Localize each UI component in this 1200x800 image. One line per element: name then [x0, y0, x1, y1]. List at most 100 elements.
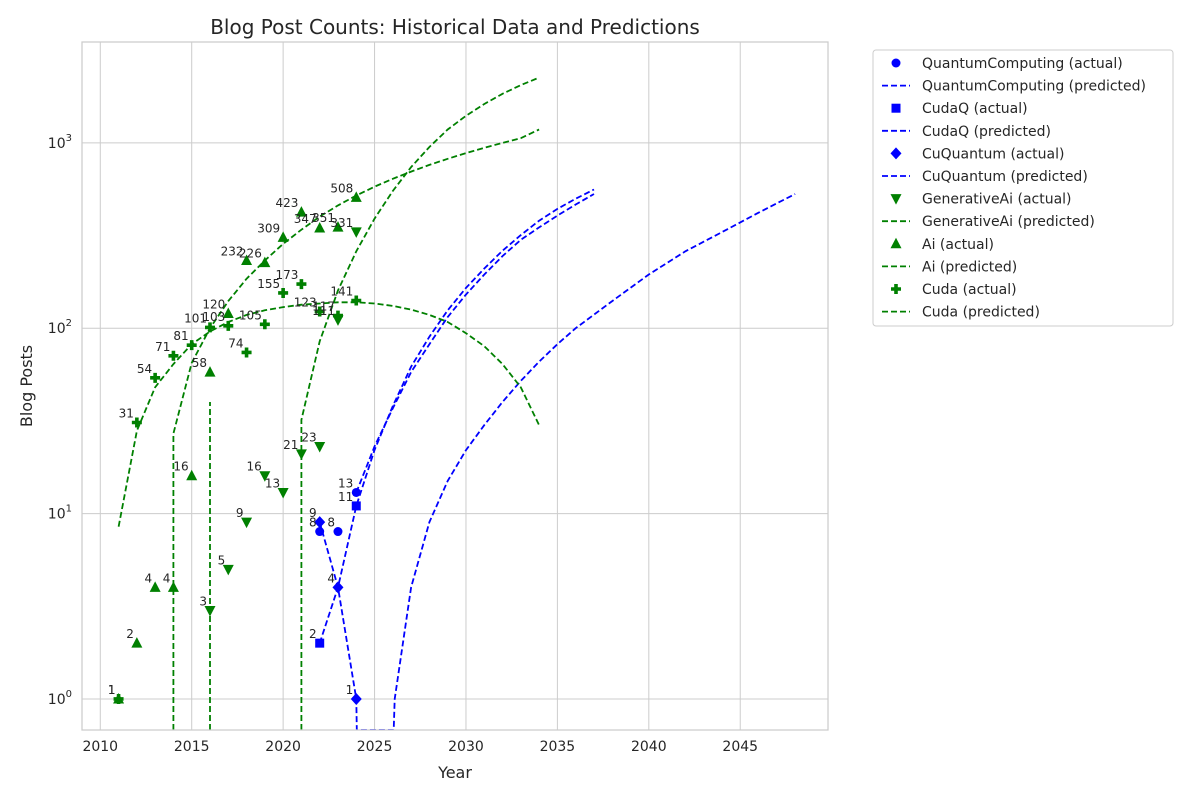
data-points [113, 191, 362, 705]
x-axis: 2010 2015 2020 2025 2030 2035 2040 2045 [82, 739, 758, 755]
cuda-point [204, 322, 215, 333]
cudaq-point [315, 638, 325, 648]
x-tick-label: 2045 [722, 739, 758, 755]
quantumcomputing-point [351, 487, 361, 497]
generativeai-legend-actual: GenerativeAi (actual) [922, 192, 1072, 208]
cuda-point-label: 155 [257, 277, 280, 291]
ai-legend-marker [890, 237, 902, 249]
ai-predicted-line [172, 128, 540, 730]
generativeai-point [259, 471, 271, 482]
generativeai-point-label: 331 [330, 216, 353, 230]
cuda-point-label: 1 [108, 683, 116, 697]
x-tick-label: 2020 [265, 739, 301, 755]
generativeai-point [222, 564, 234, 576]
cudaq-predicted-line [318, 188, 595, 644]
x-tick-label: 2035 [540, 739, 576, 755]
ai-point-label: 309 [257, 221, 280, 235]
quantumcomputing-legend-predicted: QuantumComputing (predicted) [922, 79, 1146, 95]
y-axis: 100 101 102 103 [48, 133, 72, 708]
cuquantum-legend-predicted: CuQuantum (predicted) [922, 169, 1088, 185]
ai-point [295, 206, 307, 217]
quantumcomputing-predicted-line [355, 193, 595, 493]
ai-point [241, 254, 253, 265]
cuquantum-legend-actual: CuQuantum (actual) [922, 146, 1064, 162]
legend: QuantumComputing (actual) QuantumComputin… [872, 49, 1174, 327]
ai-point-label: 58 [192, 356, 207, 370]
ai-point [259, 256, 271, 268]
cuda-legend-predicted: Cuda (predicted) [922, 305, 1040, 321]
quantumcomputing-point [333, 527, 343, 537]
cudaq-point [351, 501, 361, 511]
x-tick-label: 2010 [82, 739, 118, 755]
cudaq-legend-actual: CudaQ (actual) [922, 101, 1028, 117]
generativeai-point [295, 449, 307, 460]
ai-point [149, 581, 161, 592]
cuquantum-point [350, 692, 362, 705]
generativeai-predicted-line [300, 76, 540, 730]
cuquantum-point-label: 1 [346, 683, 354, 697]
cuquantum-point [332, 581, 344, 594]
cuda-legend-actual: Cuda (actual) [922, 282, 1017, 298]
generativeai-point [241, 517, 253, 529]
y-tick-label: 102 [48, 318, 72, 337]
cudaq-legend-marker [891, 103, 901, 113]
ai-point-label: 16 [173, 460, 188, 474]
plot-frame [81, 41, 829, 731]
ai-point [204, 366, 216, 377]
cuda-point [278, 287, 289, 298]
cuda-predicted-line [117, 301, 540, 527]
x-axis-label: Year [437, 763, 472, 782]
ai-legend-predicted: Ai (predicted) [922, 259, 1017, 275]
cuda-point [168, 350, 179, 361]
quantumcomputing-point-label: 13 [338, 476, 353, 490]
cuda-point-label: 173 [276, 268, 299, 282]
cuquantum-point-label: 4 [327, 571, 335, 585]
generativeai-point [350, 227, 362, 238]
y-tick-label: 100 [48, 689, 72, 708]
ai-point [167, 581, 179, 592]
ai-point-label: 347 [294, 212, 317, 226]
quantumcomputing-point-label: 8 [327, 516, 335, 530]
legend-box [872, 49, 1174, 327]
generativeai-point-label: 3 [199, 595, 207, 609]
cuda-point [131, 417, 142, 428]
quantumcomputing-point-label: 8 [309, 516, 317, 530]
quantumcomputing-legend-actual: QuantumComputing (actual) [922, 56, 1123, 72]
cuda-point [150, 372, 161, 383]
ai-point-label: 226 [239, 247, 262, 261]
cuda-point-label: 81 [173, 329, 188, 343]
cudaq-point-label: 2 [309, 627, 317, 641]
ai-point-label: 351 [312, 211, 335, 225]
cuda-point-label: 123 [294, 296, 317, 310]
ai-point [277, 231, 289, 242]
grid [82, 42, 828, 730]
generativeai-point-label: 111 [312, 304, 335, 318]
cuda-point [351, 295, 362, 306]
chart-title: Blog Post Counts: Historical Data and Pr… [210, 15, 700, 39]
ai-point [131, 637, 143, 648]
cuda-point-label: 105 [239, 308, 262, 322]
cuda-point [259, 319, 270, 330]
cuda-point [296, 279, 307, 290]
cuda-point-label: 101 [184, 311, 207, 325]
ai-point [314, 222, 326, 233]
x-tick-label: 2040 [631, 739, 667, 755]
generativeai-point-label: 23 [301, 431, 316, 445]
generativeai-legend-predicted: GenerativeAi (predicted) [922, 214, 1095, 230]
generativeai-point [204, 606, 216, 617]
cuquantum-legend-marker [890, 147, 902, 160]
y-axis-label: Blog Posts [17, 345, 36, 427]
generativeai-point-label: 13 [265, 476, 280, 490]
generativeai-point-label: 21 [283, 438, 298, 452]
ai-point-label: 4 [163, 571, 171, 585]
generativeai-point [314, 442, 326, 453]
ai-point [332, 221, 344, 232]
cudaq-point-label: 11 [338, 490, 353, 504]
ai-point [186, 469, 198, 481]
cuda-point-label: 103 [202, 310, 225, 324]
cuquantum-point [314, 516, 326, 529]
cuda-point [314, 306, 325, 317]
ai-point-label: 120 [202, 298, 225, 312]
